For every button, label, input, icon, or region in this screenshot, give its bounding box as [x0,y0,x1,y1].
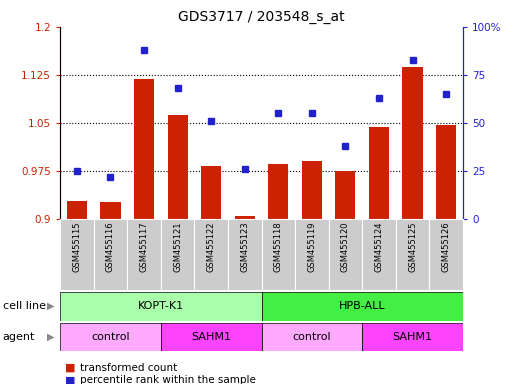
Text: percentile rank within the sample: percentile rank within the sample [80,375,256,384]
Bar [429,219,463,290]
Text: cell line: cell line [3,301,46,311]
Text: GSM455124: GSM455124 [374,221,383,271]
Bar [60,292,262,321]
Bar [161,323,262,351]
Text: GSM455123: GSM455123 [240,221,249,271]
Text: HPB-ALL: HPB-ALL [339,301,385,311]
Text: GSM455122: GSM455122 [207,221,215,271]
Bar [295,219,328,290]
Text: SAHM1: SAHM1 [191,332,231,342]
Text: GSM455118: GSM455118 [274,221,283,271]
Bar [302,161,322,219]
Bar [403,66,423,219]
Bar [328,219,362,290]
Text: ▶: ▶ [47,332,54,342]
Bar [262,219,295,290]
Text: GSM455121: GSM455121 [173,221,182,271]
Text: GSM455120: GSM455120 [341,221,350,271]
Bar [60,323,161,351]
Text: transformed count: transformed count [80,363,177,373]
Text: GSM455116: GSM455116 [106,221,115,271]
Bar [195,219,228,290]
Bar [369,127,389,219]
Bar [201,166,221,219]
Text: GSM455126: GSM455126 [441,221,451,271]
Bar [436,125,456,219]
Text: GSM455125: GSM455125 [408,221,417,271]
Bar [100,202,121,219]
Bar [235,216,255,219]
Text: GSM455115: GSM455115 [72,221,82,271]
Bar [335,171,356,219]
Text: ■: ■ [65,363,76,373]
Bar [268,164,288,219]
Text: GSM455119: GSM455119 [308,221,316,271]
Bar [262,292,463,321]
Bar [362,323,463,351]
Bar [228,219,262,290]
Bar [362,219,396,290]
Text: KOPT-K1: KOPT-K1 [138,301,184,311]
Text: ■: ■ [65,375,76,384]
Bar [262,323,362,351]
Bar [67,201,87,219]
Bar [127,219,161,290]
Bar [94,219,127,290]
Title: GDS3717 / 203548_s_at: GDS3717 / 203548_s_at [178,10,345,25]
Text: GSM455117: GSM455117 [140,221,149,271]
Text: SAHM1: SAHM1 [393,332,433,342]
Text: control: control [292,332,331,342]
Text: ▶: ▶ [47,301,54,311]
Bar [134,79,154,219]
Text: control: control [91,332,130,342]
Text: agent: agent [3,332,35,342]
Bar [60,219,94,290]
Bar [161,219,195,290]
Bar [396,219,429,290]
Bar [167,114,188,219]
